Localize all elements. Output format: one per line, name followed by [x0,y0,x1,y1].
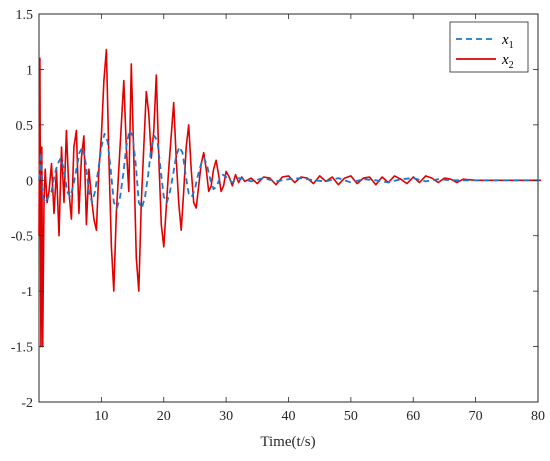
series-layer [38,48,542,348]
x-tick-label: 10 [94,409,108,424]
y-tick-label: 0.5 [16,119,34,134]
x-tick-label: 70 [469,409,483,424]
legend-label-x2: x2 [501,52,514,71]
legend-label-x1: x1 [501,32,514,51]
legend-label-x2-base: x [501,52,509,68]
legend-box [449,21,529,73]
y-tick-label: 0 [26,174,33,189]
x-tick-label: 60 [406,409,420,424]
y-tick-label: 1 [26,63,33,78]
legend-label-x1-sub: 1 [509,40,514,51]
y-tick-label: -1 [21,285,33,300]
plot-area [38,13,539,403]
series-line-x1 [38,129,542,209]
y-tick-label: 1.5 [16,8,34,23]
x-tick-label: 20 [157,409,171,424]
x-tick-label: 50 [344,409,358,424]
legend: x1 x2 [449,21,529,73]
ticks-layer: 10 20 30 40 50 60 70 80 1.5 1 0.5 0 -0.5 -1 -1.5 -2 [11,8,545,424]
y-tick-label: -1.5 [11,341,33,356]
x-tick-label: 80 [531,409,545,424]
legend-label-x2-sub: 2 [509,60,514,71]
x-tick-label: 30 [219,409,233,424]
y-tick-label: -2 [21,396,33,411]
x-tick-label: 40 [282,409,296,424]
x-axis-title: Time(t/s) [260,434,315,450]
legend-label-x1-base: x [501,32,509,48]
y-tick-label: -0.5 [11,230,33,245]
